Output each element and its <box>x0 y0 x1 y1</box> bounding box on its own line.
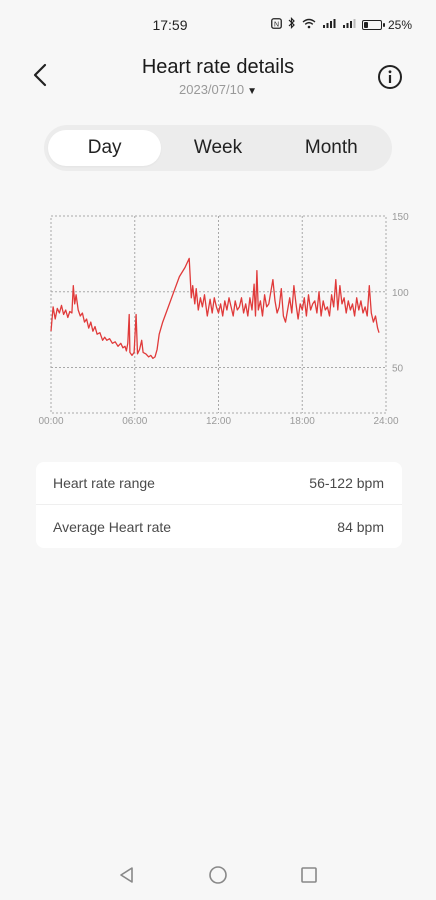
chart-frame <box>50 215 387 414</box>
back-button[interactable] <box>26 60 56 90</box>
caret-down-icon: ▼ <box>247 86 257 97</box>
nav-recents-button[interactable] <box>298 864 320 886</box>
signal-icon <box>322 18 336 32</box>
heart-rate-chart: 00:00 06:00 12:00 18:00 24:00 150 100 50 <box>0 205 436 435</box>
nav-home-button[interactable] <box>207 864 229 886</box>
bluetooth-icon <box>288 17 296 32</box>
circle-home-icon <box>209 866 227 884</box>
system-nav-bar <box>0 850 436 900</box>
tab-day[interactable]: Day <box>48 130 162 166</box>
signal-icon-2 <box>342 18 356 32</box>
nfc-icon: N <box>271 17 282 32</box>
x-tick-label: 00:00 <box>38 416 63 427</box>
header: Heart rate details 2023/07/10 ▼ <box>0 52 436 102</box>
x-tick-label: 06:00 <box>122 416 147 427</box>
y-tick-label: 100 <box>392 288 409 299</box>
chevron-left-icon <box>33 63 47 87</box>
date-selector[interactable]: 2023/07/10 ▼ <box>0 82 436 97</box>
y-tick-label: 150 <box>392 212 409 223</box>
x-tick-label: 24:00 <box>373 416 398 427</box>
square-recents-icon <box>301 867 317 883</box>
tab-week[interactable]: Week <box>193 137 243 158</box>
nav-back-button[interactable] <box>116 864 138 886</box>
date-label: 2023/07/10 <box>179 82 245 97</box>
status-time: 17:59 <box>152 17 188 33</box>
x-tick-label: 12:00 <box>206 416 231 427</box>
stat-label-average: Average Heart rate <box>53 518 172 535</box>
y-tick-label: 50 <box>392 364 404 375</box>
info-circle-icon <box>378 65 402 89</box>
status-icons: N 25% <box>271 17 412 32</box>
tab-month[interactable]: Month <box>304 137 358 158</box>
stat-value-average: 84 bpm <box>337 518 384 535</box>
battery-icon <box>361 19 385 30</box>
page-title: Heart rate details <box>141 56 295 78</box>
stat-row-range: Heart rate range 56-122 bpm <box>36 462 402 505</box>
stat-value-range: 56-122 bpm <box>309 475 384 491</box>
heart-rate-line <box>50 257 380 360</box>
wifi-icon <box>302 18 316 32</box>
stat-label-range: Heart rate range <box>53 475 155 491</box>
stat-row-average: Average Heart rate 84 bpm <box>36 505 402 548</box>
triangle-back-icon <box>120 867 133 883</box>
chart-svg: 00:00 06:00 12:00 18:00 24:00 150 100 50 <box>38 212 409 427</box>
svg-text:N: N <box>274 21 279 28</box>
info-button[interactable] <box>377 64 403 90</box>
x-tick-label: 18:00 <box>290 416 315 427</box>
battery-percent: 25% <box>387 17 412 32</box>
stats-card: Heart rate range 56-122 bpm Average Hear… <box>36 462 402 548</box>
period-tabs: Day Week Month <box>44 125 392 171</box>
status-bar: 17:59 N 25% <box>0 0 436 50</box>
